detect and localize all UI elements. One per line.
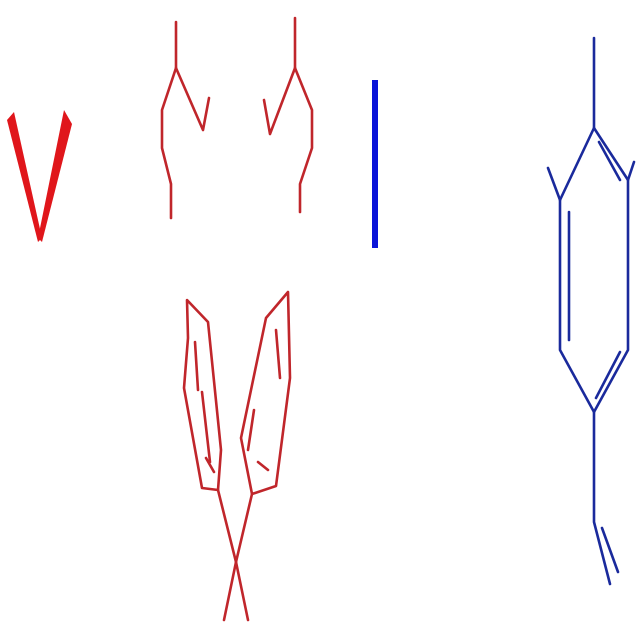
bisphenol-fragment bbox=[160, 16, 314, 622]
right-chain bbox=[293, 16, 314, 214]
right-phenyl-ring bbox=[239, 290, 292, 496]
right-ring-double-3 bbox=[256, 460, 270, 472]
wedge-bond-right bbox=[38, 110, 72, 242]
wedge-bond-left bbox=[7, 112, 42, 242]
right-ring-double-1 bbox=[274, 328, 282, 380]
v-fragment bbox=[7, 110, 72, 242]
methyl-left bbox=[222, 560, 238, 622]
right-ring-double-2 bbox=[246, 408, 256, 452]
left-ring-double-3 bbox=[204, 456, 216, 474]
styrene-fragment bbox=[546, 36, 636, 586]
right-stub bbox=[626, 160, 636, 182]
right-branch bbox=[262, 66, 297, 136]
left-chain bbox=[160, 20, 178, 220]
vinyl-chain bbox=[592, 410, 612, 586]
left-branch bbox=[174, 66, 211, 132]
left-ring-double-1 bbox=[193, 340, 200, 392]
vinyl-double bbox=[600, 526, 620, 574]
core-link-right bbox=[234, 492, 254, 564]
left-stub bbox=[546, 166, 562, 202]
left-phenyl-ring bbox=[182, 298, 223, 492]
ring-double-top bbox=[597, 140, 622, 182]
methyl-right bbox=[234, 560, 250, 622]
core-link-left bbox=[216, 488, 238, 564]
left-ring-double-2 bbox=[200, 390, 212, 464]
ring-double-bottom bbox=[594, 350, 622, 400]
